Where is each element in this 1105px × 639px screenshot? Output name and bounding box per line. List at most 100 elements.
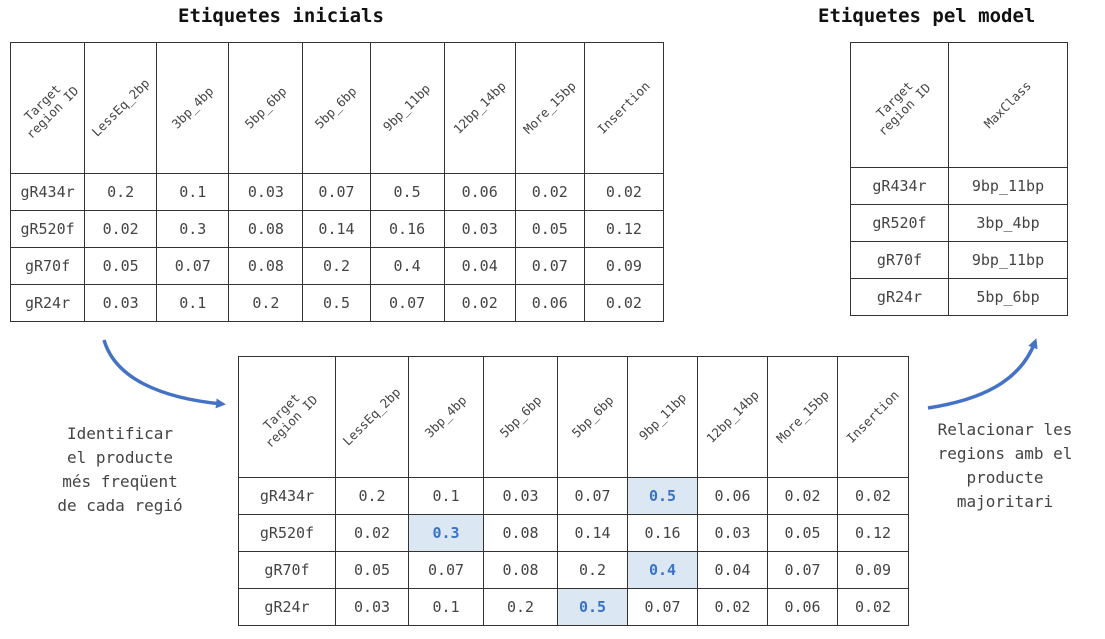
value-cell: 0.03 <box>335 588 409 626</box>
value-cell: 0.02 <box>697 588 768 626</box>
region-id-cell: gR70f <box>9 247 86 285</box>
column-header: 5bp_6bp <box>302 42 371 174</box>
value-cell: 0.09 <box>583 247 665 285</box>
table-row: gR24r 0.03 0.1 0.2 0.5 0.07 0.02 0.06 0.02 <box>9 284 665 322</box>
column-header: Target region ID <box>850 42 949 168</box>
table-row: gR70f 0.05 0.07 0.08 0.2 0.4 0.04 0.07 0.09 <box>238 551 909 589</box>
value-cell: 0.12 <box>837 514 909 552</box>
caption-relate: Relacionar les regions amb el producte m… <box>910 418 1100 514</box>
caption-identify-line: el producte <box>67 448 173 467</box>
column-header: Target region ID <box>238 356 336 478</box>
value-cell: 0.02 <box>767 477 838 515</box>
value-cell: 0.5 <box>302 284 371 322</box>
model-labels-table: Target region ID MaxClass gR434r 9bp_11bp gR… <box>850 42 1068 316</box>
value-cell: 0.2 <box>302 247 371 285</box>
value-cell: 0.16 <box>369 210 445 248</box>
value-cell: 0.05 <box>767 514 838 552</box>
value-cell: 0.07 <box>514 247 585 285</box>
value-cell: 0.1 <box>156 284 230 322</box>
region-id-cell: gR520f <box>9 210 86 248</box>
table-row: gR70f 0.05 0.07 0.08 0.2 0.4 0.04 0.07 0.09 <box>9 247 665 285</box>
arrow-to-model-icon <box>927 338 1038 410</box>
max-class-cell: 5bp_6bp <box>948 278 1068 316</box>
column-header: LessEq_2bp <box>335 356 409 478</box>
column-header: 9bp_11bp <box>627 356 698 478</box>
value-cell: 0.07 <box>369 284 445 322</box>
max-class-cell: 9bp_11bp <box>948 167 1068 205</box>
caption-identify-line: més freqüent <box>62 472 178 491</box>
value-cell: 0.02 <box>837 588 909 626</box>
region-id-cell: gR434r <box>9 173 86 211</box>
max-value-cell: 0.4 <box>627 551 698 589</box>
title-initial-labels: Etiquetes inicials <box>178 5 384 27</box>
value-cell: 0.2 <box>228 284 304 322</box>
column-header: Insertion <box>837 356 909 478</box>
caption-identify-line: Identificar <box>67 424 173 443</box>
column-header: 12bp_14bp <box>697 356 768 478</box>
table-row: gR520f 0.02 0.3 0.08 0.14 0.16 0.03 0.05 0.12 <box>238 514 909 552</box>
region-id-cell: gR24r <box>850 278 949 316</box>
caption-relate-line: regions amb el <box>937 444 1073 463</box>
region-id-cell: gR434r <box>850 167 949 205</box>
region-id-cell: gR520f <box>238 514 336 552</box>
value-cell: 0.02 <box>583 173 665 211</box>
value-cell: 0.2 <box>557 551 628 589</box>
max-value-cell: 0.5 <box>627 477 698 515</box>
max-value-cell: 0.5 <box>557 588 628 626</box>
column-header: 3bp_4bp <box>408 356 484 478</box>
header-row: Target region ID LessEq_2bp 3bp_4bp 5bp_6bp… <box>238 356 909 478</box>
value-cell: 0.4 <box>369 247 445 285</box>
value-cell: 0.12 <box>583 210 665 248</box>
max-value-cell: 0.3 <box>408 514 484 552</box>
value-cell: 0.03 <box>697 514 768 552</box>
header-row: Target region ID LessEq_2bp 3bp_4bp 5bp_6bp… <box>9 42 665 174</box>
arrow-to-highlight-icon <box>102 339 226 409</box>
value-cell: 0.04 <box>443 247 516 285</box>
caption-identify: Identificar el producte més freqüent de … <box>20 422 220 518</box>
value-cell: 0.02 <box>443 284 516 322</box>
value-cell: 0.1 <box>408 588 484 626</box>
column-header: 3bp_4bp <box>156 42 230 174</box>
value-cell: 0.06 <box>767 588 838 626</box>
max-class-cell: 3bp_4bp <box>948 204 1068 242</box>
value-cell: 0.02 <box>514 173 585 211</box>
value-cell: 0.03 <box>443 210 516 248</box>
value-cell: 0.02 <box>583 284 665 322</box>
column-header: Insertion <box>583 42 665 174</box>
table-row: gR24r 5bp_6bp <box>850 278 1068 316</box>
value-cell: 0.2 <box>483 588 558 626</box>
header-row: Target region ID MaxClass <box>850 42 1068 168</box>
caption-relate-line: Relacionar les <box>937 420 1073 439</box>
value-cell: 0.08 <box>483 514 558 552</box>
column-header: 5bp_6bp <box>228 42 304 174</box>
column-header: 9bp_11bp <box>369 42 445 174</box>
column-header: More_15bp <box>514 42 585 174</box>
value-cell: 0.1 <box>156 173 230 211</box>
max-class-highlight-table: Target region ID LessEq_2bp 3bp_4bp 5bp_6bp… <box>238 356 909 626</box>
value-cell: 0.05 <box>84 247 158 285</box>
table-row: gR434r 9bp_11bp <box>850 167 1068 205</box>
caption-identify-line: de cada regió <box>57 496 183 515</box>
value-cell: 0.06 <box>697 477 768 515</box>
value-cell: 0.06 <box>443 173 516 211</box>
column-header: Target region ID <box>9 42 86 174</box>
table-row: gR520f 0.02 0.3 0.08 0.14 0.16 0.03 0.05 0.12 <box>9 210 665 248</box>
value-cell: 0.5 <box>369 173 445 211</box>
value-cell: 0.07 <box>302 173 371 211</box>
value-cell: 0.05 <box>335 551 409 589</box>
column-header: 12bp_14bp <box>443 42 516 174</box>
caption-relate-line: producte <box>966 468 1044 487</box>
region-id-cell: gR70f <box>238 551 336 589</box>
value-cell: 0.07 <box>408 551 484 589</box>
column-header: 5bp_6bp <box>483 356 558 478</box>
title-model-labels: Etiquetes pel model <box>818 5 1036 27</box>
caption-relate-line: majoritari <box>956 492 1054 511</box>
value-cell: 0.2 <box>84 173 158 211</box>
value-cell: 0.07 <box>557 477 628 515</box>
table-row: gR24r 0.03 0.1 0.2 0.5 0.07 0.02 0.06 0.02 <box>238 588 909 626</box>
region-id-cell: gR70f <box>850 241 949 279</box>
value-cell: 0.3 <box>156 210 230 248</box>
column-header: LessEq_2bp <box>84 42 158 174</box>
value-cell: 0.08 <box>228 210 304 248</box>
